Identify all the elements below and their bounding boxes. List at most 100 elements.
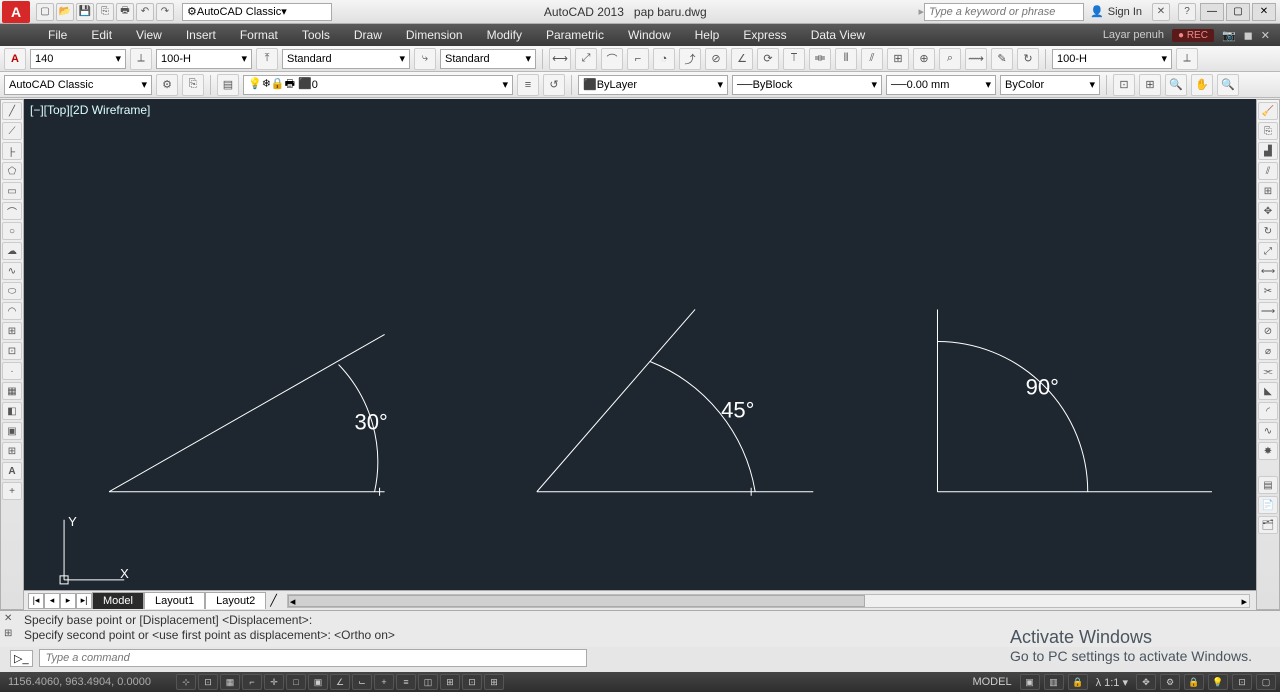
camera-icon[interactable]: 📷 xyxy=(1222,29,1236,42)
construction-line-icon[interactable]: ⟋ xyxy=(2,122,22,140)
sb-osnap-icon[interactable]: □ xyxy=(286,674,306,690)
layer-props-icon[interactable]: ▤ xyxy=(217,74,239,96)
polyline-tool-icon[interactable]: ⺊ xyxy=(2,142,22,160)
sb-annoscale-icon[interactable]: 🔒 xyxy=(1068,674,1088,690)
tab-model[interactable]: Model xyxy=(92,592,144,609)
dim-quick-icon[interactable]: ⟳ xyxy=(757,48,779,70)
menu-draw[interactable]: Draw xyxy=(342,24,394,46)
dim-break-icon[interactable]: ⫽ xyxy=(861,48,883,70)
dimstyle-manager-icon[interactable]: ⟂ xyxy=(1176,48,1198,70)
trim-icon[interactable]: ✂ xyxy=(1258,282,1278,300)
dim-edit-icon[interactable]: ✎ xyxy=(991,48,1013,70)
dim-space-icon[interactable]: ⫴ xyxy=(835,48,857,70)
pan-icon[interactable]: ✋ xyxy=(1191,74,1213,96)
sb-grid-icon[interactable]: ▦ xyxy=(220,674,240,690)
menu-tools[interactable]: Tools xyxy=(290,24,342,46)
sb-infer-icon[interactable]: ⊹ xyxy=(176,674,196,690)
menu-modify[interactable]: Modify xyxy=(475,24,534,46)
add-selected-icon[interactable]: + xyxy=(2,482,22,500)
menu-insert[interactable]: Insert xyxy=(174,24,228,46)
cmd-close-icon[interactable]: ✕⊞ xyxy=(4,611,18,639)
jogged-linear-icon[interactable]: ⟿ xyxy=(965,48,987,70)
workspace-save-icon[interactable]: ⎘ xyxy=(182,74,204,96)
sb-ortho-icon[interactable]: ⌐ xyxy=(242,674,262,690)
app-logo[interactable]: A xyxy=(2,1,30,23)
menu-window[interactable]: Window xyxy=(616,24,683,46)
zoom-prev-icon[interactable]: 🔍 xyxy=(1165,74,1187,96)
ellipse-tool-icon[interactable]: ⬭ xyxy=(2,282,22,300)
tablestyle-select[interactable]: 100-H▾ xyxy=(1052,49,1172,69)
make-block-icon[interactable]: ⊡ xyxy=(2,342,22,360)
zoom-extents-icon[interactable]: ⊞ xyxy=(1139,74,1161,96)
dim-diameter-icon[interactable]: ⊘ xyxy=(705,48,727,70)
erase-icon[interactable]: 🧹 xyxy=(1258,102,1278,120)
horizontal-scrollbar[interactable]: ◂▸ xyxy=(287,594,1250,608)
sb-sc-icon[interactable]: ⊡ xyxy=(462,674,482,690)
textstyle-select[interactable]: 100-H▾ xyxy=(156,49,252,69)
dismiss-icon[interactable]: ✕ xyxy=(1261,29,1270,42)
revision-cloud-icon[interactable]: ☁ xyxy=(2,242,22,260)
properties-icon[interactable]: ▤ xyxy=(1258,476,1278,494)
blend-icon[interactable]: ∿ xyxy=(1258,422,1278,440)
sb-otrack-icon[interactable]: ∠ xyxy=(330,674,350,690)
qat-new-icon[interactable]: ▢ xyxy=(36,3,54,21)
sb-ws-icon[interactable]: ⚙ xyxy=(1160,674,1180,690)
lineweight-select[interactable]: ── 0.00 mm▾ xyxy=(886,75,996,95)
color-select[interactable]: ⬛ ByLayer▾ xyxy=(578,75,728,95)
spline-tool-icon[interactable]: ∿ xyxy=(2,262,22,280)
polygon-tool-icon[interactable]: ⬠ xyxy=(2,162,22,180)
copy-icon[interactable]: ⎘ xyxy=(1258,122,1278,140)
sb-dyn-icon[interactable]: + xyxy=(374,674,394,690)
command-input[interactable] xyxy=(39,649,587,667)
sb-annovis-icon[interactable]: ✥ xyxy=(1136,674,1156,690)
dim-jogged-icon[interactable]: ⤴ xyxy=(679,48,701,70)
region-tool-icon[interactable]: ▣ xyxy=(2,422,22,440)
scale-icon[interactable]: ⤢ xyxy=(1258,242,1278,260)
sb-snap-icon[interactable]: ⊡ xyxy=(198,674,218,690)
sb-lwt-icon[interactable]: ≡ xyxy=(396,674,416,690)
tolerance-icon[interactable]: ⊞ xyxy=(887,48,909,70)
sb-layouts-icon[interactable]: ▥ xyxy=(1044,674,1064,690)
sheetset-icon[interactable]: 📄 xyxy=(1258,496,1278,514)
dim-linear-icon[interactable]: ⟷ xyxy=(549,48,571,70)
dim-angular-icon[interactable]: ∠ xyxy=(731,48,753,70)
mirror-icon[interactable]: ▟ xyxy=(1258,142,1278,160)
rotate-icon[interactable]: ↻ xyxy=(1258,222,1278,240)
mleader-icon[interactable]: ⤷ xyxy=(414,48,436,70)
gradient-tool-icon[interactable]: ◧ xyxy=(2,402,22,420)
toolpalette-icon[interactable]: 🗂 xyxy=(1258,516,1278,534)
sb-3dosnap-icon[interactable]: ▣ xyxy=(308,674,328,690)
line-tool-icon[interactable]: ╱ xyxy=(2,102,22,120)
layer-prev-icon[interactable]: ↺ xyxy=(543,74,565,96)
viewport-label[interactable]: [−][Top][2D Wireframe] xyxy=(30,103,150,117)
plotstyle-select[interactable]: ByColor▾ xyxy=(1000,75,1100,95)
menu-extra-layar[interactable]: Layar penuh xyxy=(1103,29,1164,41)
qat-undo-icon[interactable]: ↶ xyxy=(136,3,154,21)
qat-save-icon[interactable]: 💾 xyxy=(76,3,94,21)
rectangle-tool-icon[interactable]: ▭ xyxy=(2,182,22,200)
sb-lock-icon[interactable]: 🔒 xyxy=(1184,674,1204,690)
dim-aligned-icon[interactable]: ⤢ xyxy=(575,48,597,70)
join-icon[interactable]: ⫘ xyxy=(1258,362,1278,380)
sb-clean-icon[interactable]: ▢ xyxy=(1256,674,1276,690)
dim-baseline-icon[interactable]: ⟙ xyxy=(783,48,805,70)
workspace-gear-icon[interactable]: ⚙ xyxy=(156,74,178,96)
sb-am-icon[interactable]: ⊞ xyxy=(484,674,504,690)
tab-layout2[interactable]: Layout2 xyxy=(205,592,266,609)
mtext-tool-icon[interactable]: A xyxy=(2,462,22,480)
menu-express[interactable]: Express xyxy=(731,24,798,46)
menu-dataview[interactable]: Data View xyxy=(799,24,877,46)
dimstyle-select[interactable]: Standard▾ xyxy=(282,49,410,69)
exchange-icon[interactable]: ✕ xyxy=(1152,3,1170,21)
sb-scale-label[interactable]: λ 1:1 ▾ xyxy=(1092,676,1132,689)
workspace-select[interactable]: AutoCAD Classic▾ xyxy=(4,75,152,95)
sb-ducs-icon[interactable]: ⌙ xyxy=(352,674,372,690)
cmd-prompt-icon[interactable]: ▷_ xyxy=(10,650,33,667)
table-tool-icon[interactable]: ⊞ xyxy=(2,442,22,460)
dimension-icon[interactable]: ⟂ xyxy=(130,48,152,70)
tab-layout1[interactable]: Layout1 xyxy=(144,592,205,609)
arc-tool-icon[interactable]: ⌒ xyxy=(2,202,22,220)
qat-saveas-icon[interactable]: ⎘ xyxy=(96,3,114,21)
center-mark-icon[interactable]: ⊕ xyxy=(913,48,935,70)
dim-update-icon[interactable]: ↻ xyxy=(1017,48,1039,70)
